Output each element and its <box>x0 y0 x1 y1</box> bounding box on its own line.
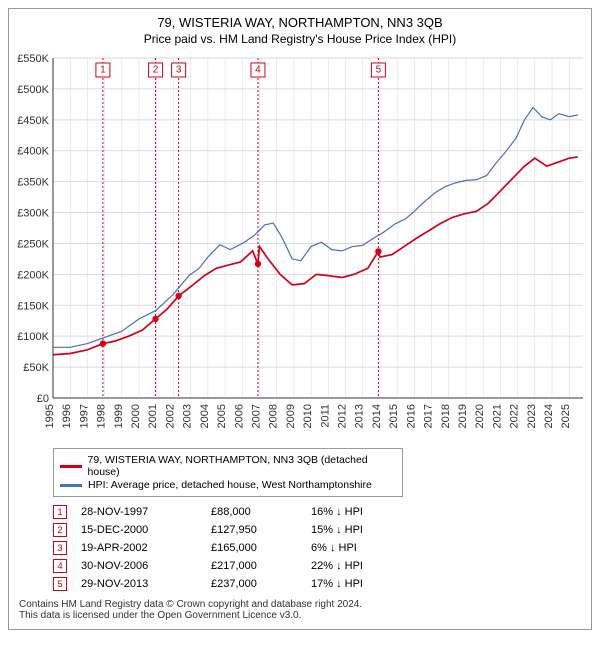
line-chart: £0 £50K £100K £150K £200K £250K £300K £350K £400… <box>9 52 593 440</box>
event-marker-number: 4 <box>255 65 261 76</box>
event-date: 30-NOV-2006 <box>81 560 211 572</box>
x-axis-tick-label: 2000 <box>130 404 142 428</box>
chart-title: 79, WISTERIA WAY, NORTHAMPTON, NN3 3QB <box>9 15 591 30</box>
event-point <box>175 293 181 299</box>
event-date: 28-NOV-1997 <box>81 506 211 518</box>
event-marker-number: 5 <box>376 65 382 76</box>
event-price: £217,000 <box>211 560 311 572</box>
event-marker-number: 3 <box>176 65 182 76</box>
y-axis-tick-label: £200K <box>17 269 49 281</box>
x-axis-tick-label: 2002 <box>164 404 176 428</box>
events-table: 1 28-NOV-1997£88,00016% ↓ HPI 2 15-DEC-2000… <box>53 505 591 591</box>
event-delta: 15% ↓ HPI <box>311 524 411 536</box>
x-axis-tick-label: 2008 <box>268 404 280 428</box>
y-axis-tick-label: £100K <box>17 331 49 343</box>
y-axis-tick-label: £250K <box>17 238 49 250</box>
x-axis-tick-label: 2017 <box>423 404 435 428</box>
y-axis-tick-label: £350K <box>17 177 49 189</box>
event-price: £237,000 <box>211 578 311 590</box>
x-axis-tick-label: 2001 <box>147 404 159 428</box>
event-point <box>375 248 381 254</box>
event-delta: 6% ↓ HPI <box>311 542 411 554</box>
y-axis-tick-label: £550K <box>17 53 49 65</box>
x-axis-tick-label: 1998 <box>96 404 108 428</box>
event-point <box>255 261 261 267</box>
x-axis-tick-label: 2010 <box>302 404 314 428</box>
event-delta: 16% ↓ HPI <box>311 506 411 518</box>
event-delta: 22% ↓ HPI <box>311 560 411 572</box>
x-axis-tick-label: 1999 <box>113 404 125 428</box>
y-axis-tick-label: £500K <box>17 84 49 96</box>
legend-label-hpi: HPI: Average price, detached house, West… <box>88 479 372 491</box>
event-row: 4 30-NOV-2006£217,00022% ↓ HPI <box>53 559 591 573</box>
legend: 79, WISTERIA WAY, NORTHAMPTON, NN3 3QB (… <box>53 448 403 497</box>
legend-swatch-hpi <box>60 484 82 487</box>
y-axis-tick-label: £150K <box>17 300 49 312</box>
x-axis-tick-label: 2012 <box>337 404 349 428</box>
x-axis-tick-label: 2013 <box>354 404 366 428</box>
chart-subtitle: Price paid vs. HM Land Registry's House … <box>9 32 591 46</box>
event-date: 15-DEC-2000 <box>81 524 211 536</box>
x-axis-tick-label: 2019 <box>457 404 469 428</box>
event-number-box: 1 <box>53 505 67 519</box>
footer-attribution: Contains HM Land Registry data © Crown c… <box>19 599 591 621</box>
event-point <box>100 340 106 346</box>
y-axis-tick-label: £300K <box>17 208 49 220</box>
event-row: 2 15-DEC-2000£127,95015% ↓ HPI <box>53 523 591 537</box>
x-axis-tick-label: 1997 <box>78 404 90 428</box>
legend-item-hpi: HPI: Average price, detached house, West… <box>60 479 396 491</box>
y-axis-tick-label: £50K <box>23 362 49 374</box>
chart-container: 79, WISTERIA WAY, NORTHAMPTON, NN3 3QB P… <box>8 8 592 630</box>
x-axis-tick-label: 2025 <box>560 404 572 428</box>
footer-line-2: This data is licensed under the Open Gov… <box>19 610 591 621</box>
y-axis-tick-label: £0 <box>37 393 49 405</box>
x-axis-tick-label: 2016 <box>405 404 417 428</box>
event-date: 29-NOV-2013 <box>81 578 211 590</box>
x-axis-tick-label: 2009 <box>285 404 297 428</box>
x-axis-tick-label: 2003 <box>182 404 194 428</box>
x-axis-tick-label: 2018 <box>440 404 452 428</box>
x-axis-tick-label: 1996 <box>61 404 73 428</box>
event-marker-number: 1 <box>100 65 106 76</box>
x-axis-tick-label: 2011 <box>319 404 331 428</box>
x-axis-tick-label: 2022 <box>509 404 521 428</box>
event-point <box>152 316 158 322</box>
x-axis-tick-label: 2014 <box>371 404 383 428</box>
x-axis-tick-label: 2023 <box>526 404 538 428</box>
x-axis-tick-label: 2021 <box>491 404 503 428</box>
event-number-box: 2 <box>53 523 67 537</box>
footer-line-1: Contains HM Land Registry data © Crown c… <box>19 599 591 610</box>
x-axis-tick-label: 2004 <box>199 404 211 428</box>
legend-item-paid: 79, WISTERIA WAY, NORTHAMPTON, NN3 3QB (… <box>60 454 396 478</box>
legend-swatch-paid <box>60 465 82 468</box>
event-number-box: 4 <box>53 559 67 573</box>
event-row: 5 29-NOV-2013£237,00017% ↓ HPI <box>53 577 591 591</box>
event-price: £165,000 <box>211 542 311 554</box>
x-axis-tick-label: 2007 <box>250 404 262 428</box>
y-axis-tick-label: £450K <box>17 115 49 127</box>
x-axis-tick-label: 2024 <box>543 404 555 428</box>
event-date: 19-APR-2002 <box>81 542 211 554</box>
x-axis-tick-label: 2005 <box>216 404 228 428</box>
x-axis-tick-label: 2006 <box>233 404 245 428</box>
event-row: 3 19-APR-2002£165,0006% ↓ HPI <box>53 541 591 555</box>
event-number-box: 5 <box>53 577 67 591</box>
event-price: £88,000 <box>211 506 311 518</box>
legend-label-paid: 79, WISTERIA WAY, NORTHAMPTON, NN3 3QB (… <box>88 454 396 478</box>
x-axis-tick-label: 2015 <box>388 404 400 428</box>
y-axis-tick-label: £400K <box>17 146 49 158</box>
event-marker-number: 2 <box>153 65 159 76</box>
event-delta: 17% ↓ HPI <box>311 578 411 590</box>
event-row: 1 28-NOV-1997£88,00016% ↓ HPI <box>53 505 591 519</box>
x-axis-tick-label: 2020 <box>474 404 486 428</box>
x-axis-tick-label: 1995 <box>44 404 56 428</box>
event-number-box: 3 <box>53 541 67 555</box>
event-price: £127,950 <box>211 524 311 536</box>
